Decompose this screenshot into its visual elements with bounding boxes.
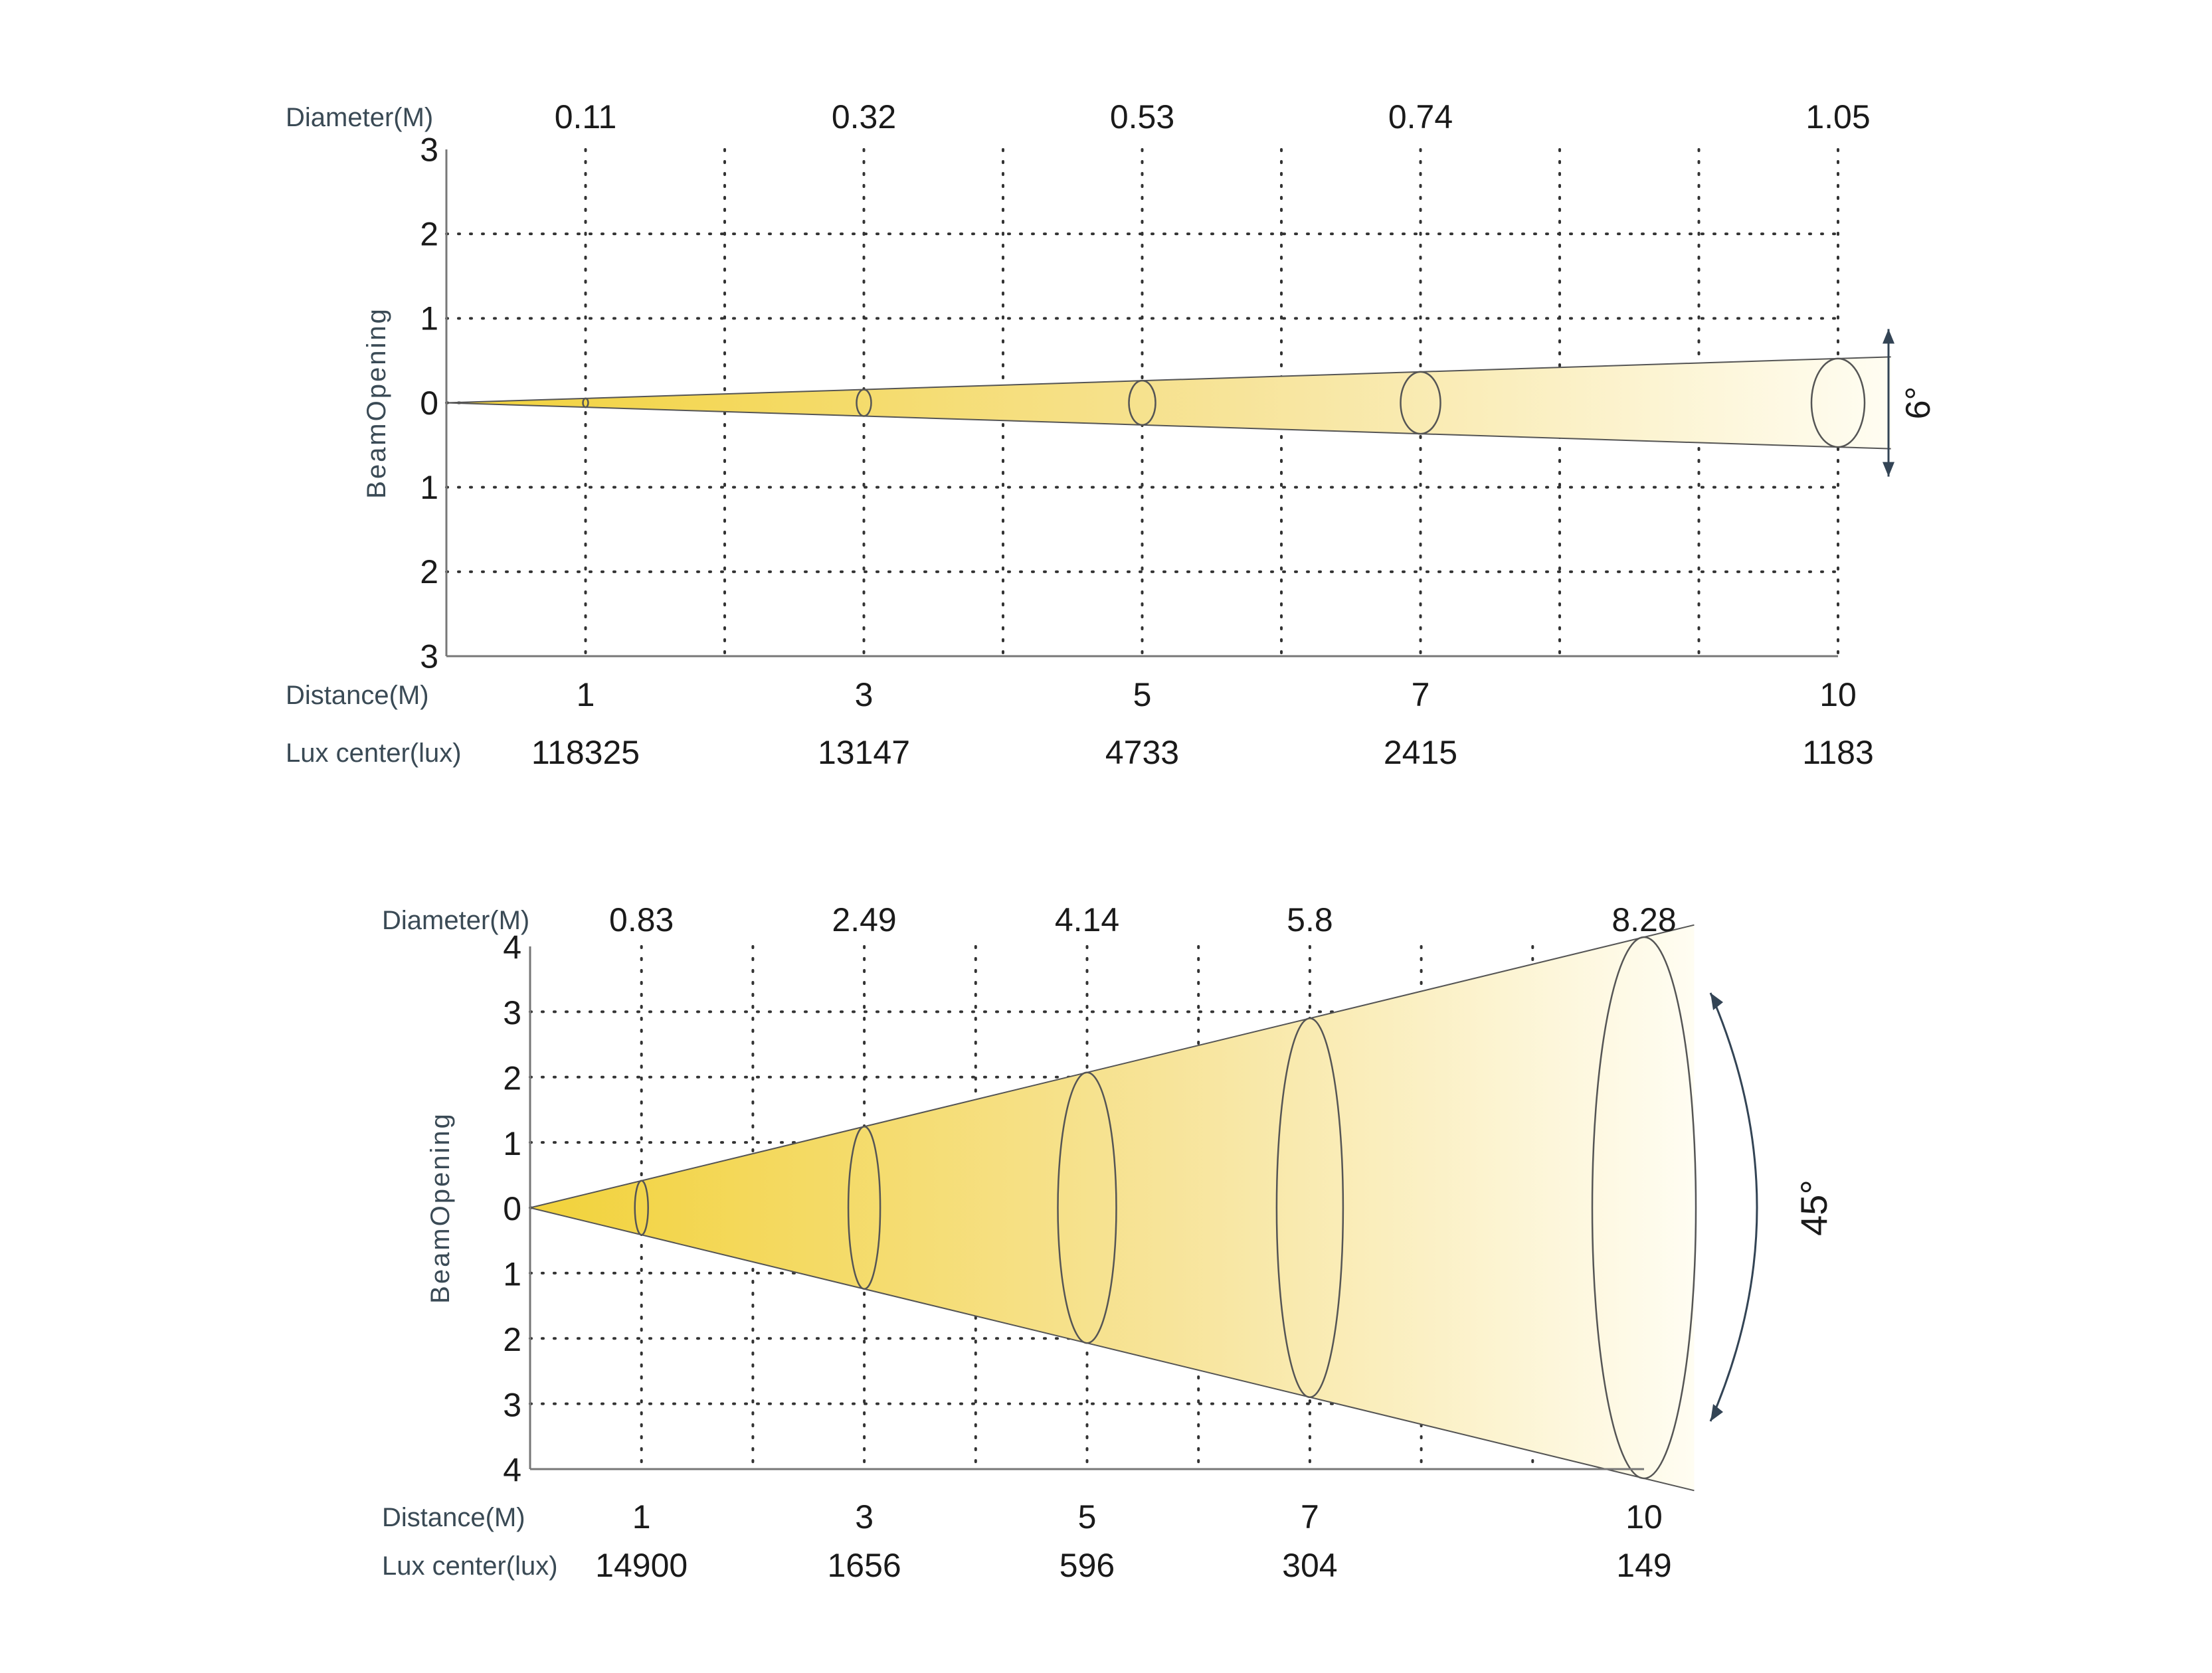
y-axis-title: BeamOpening [362, 307, 391, 499]
diameter-value: 0.32 [832, 98, 896, 135]
beam-cross-section [1057, 1071, 1117, 1344]
y-tick-label: 3 [420, 131, 438, 168]
diameter-value: 8.28 [1612, 901, 1676, 938]
y-tick-label: 3 [503, 1386, 521, 1423]
lux-center-value: 149 [1616, 1547, 1671, 1584]
angle-arrowhead-top [1710, 993, 1723, 1010]
lux-center-value: 1183 [1802, 734, 1874, 771]
lux-row-label: Lux center(lux) [286, 739, 462, 768]
beam-cross-section [847, 1126, 881, 1290]
beam-cross-section [634, 1180, 649, 1236]
y-tick-label: 0 [503, 1190, 521, 1227]
beam-angle-label: 45° [1793, 1180, 1835, 1236]
beam-edge-top [529, 924, 1695, 1209]
beam-cross-section [1275, 1017, 1344, 1398]
diameter-row-label: Diameter(M) [382, 906, 529, 935]
lux-center-value: 304 [1282, 1547, 1337, 1584]
y-tick-label: 4 [503, 1452, 521, 1489]
distance-value: 7 [1301, 1498, 1319, 1536]
lux-center-value: 1656 [827, 1547, 901, 1584]
angle-arrowhead-bottom [1710, 1404, 1723, 1421]
beam-cone [530, 925, 1695, 1491]
angle-arc [1709, 992, 1758, 1422]
distance-value: 3 [855, 1498, 874, 1536]
y-tick-label: 2 [420, 553, 438, 590]
distance-value: 5 [1133, 676, 1152, 713]
y-tick-label: 4 [503, 929, 521, 966]
beam-edge-bottom [446, 402, 1891, 450]
lux-center-value: 118325 [531, 734, 640, 771]
beam-cross-section [1400, 371, 1441, 435]
angle-arrowhead-top [1883, 329, 1894, 344]
y-tick-label: 1 [503, 1256, 521, 1293]
lux-center-value: 2415 [1384, 734, 1457, 771]
beam-cross-section [1810, 357, 1866, 448]
diameter-value: 1.05 [1805, 98, 1870, 135]
diameter-value: 0.74 [1388, 98, 1453, 135]
distance-row-label: Distance(M) [286, 681, 429, 710]
beam-cross-section [1591, 936, 1697, 1480]
beam-cross-section [582, 397, 589, 408]
beam-cone [446, 357, 1891, 449]
distance-row-label: Distance(M) [382, 1503, 525, 1532]
beam-cross-section [856, 389, 872, 417]
y-tick-label: 0 [420, 385, 438, 422]
diameter-value: 0.53 [1110, 98, 1174, 135]
distance-value: 1 [577, 676, 595, 713]
y-tick-label: 3 [420, 638, 438, 675]
y-axis-title: BeamOpening [426, 1112, 455, 1304]
beam-chart-narrow: 3210123BeamOpeningDiameter(M)Distance(M)… [286, 98, 1938, 771]
diameter-value: 0.11 [555, 98, 617, 135]
diameter-value: 0.83 [609, 901, 674, 938]
lux-center-value: 14900 [595, 1547, 688, 1584]
y-tick-label: 3 [503, 994, 521, 1031]
distance-value: 5 [1078, 1498, 1097, 1536]
lux-center-value: 4733 [1105, 734, 1179, 771]
beam-cross-section [1128, 379, 1156, 426]
beam-edge-top [446, 356, 1891, 404]
y-tick-label: 1 [503, 1125, 521, 1162]
diameter-value: 5.8 [1287, 901, 1333, 938]
y-tick-label: 1 [420, 469, 438, 506]
y-tick-label: 2 [503, 1321, 521, 1358]
lux-center-value: 13147 [818, 734, 910, 771]
distance-value: 3 [855, 676, 874, 713]
diameter-row-label: Diameter(M) [286, 103, 433, 132]
lux-row-label: Lux center(lux) [382, 1551, 558, 1581]
diameter-value: 4.14 [1055, 901, 1119, 938]
beam-angle-label: 6° [1899, 387, 1938, 420]
y-tick-label: 1 [420, 300, 438, 337]
y-tick-label: 2 [420, 215, 438, 252]
distance-value: 10 [1819, 676, 1857, 713]
distance-value: 1 [632, 1498, 651, 1536]
beam-chart-wide: 432101234BeamOpeningDiameter(M)Distance(… [382, 901, 1835, 1584]
beam-edge-bottom [529, 1207, 1695, 1492]
distance-value: 10 [1625, 1498, 1663, 1536]
y-tick-label: 2 [503, 1059, 521, 1097]
angle-arrowhead-bottom [1883, 462, 1894, 477]
distance-value: 7 [1412, 676, 1430, 713]
diameter-value: 2.49 [832, 901, 896, 938]
lux-center-value: 596 [1060, 1547, 1115, 1584]
